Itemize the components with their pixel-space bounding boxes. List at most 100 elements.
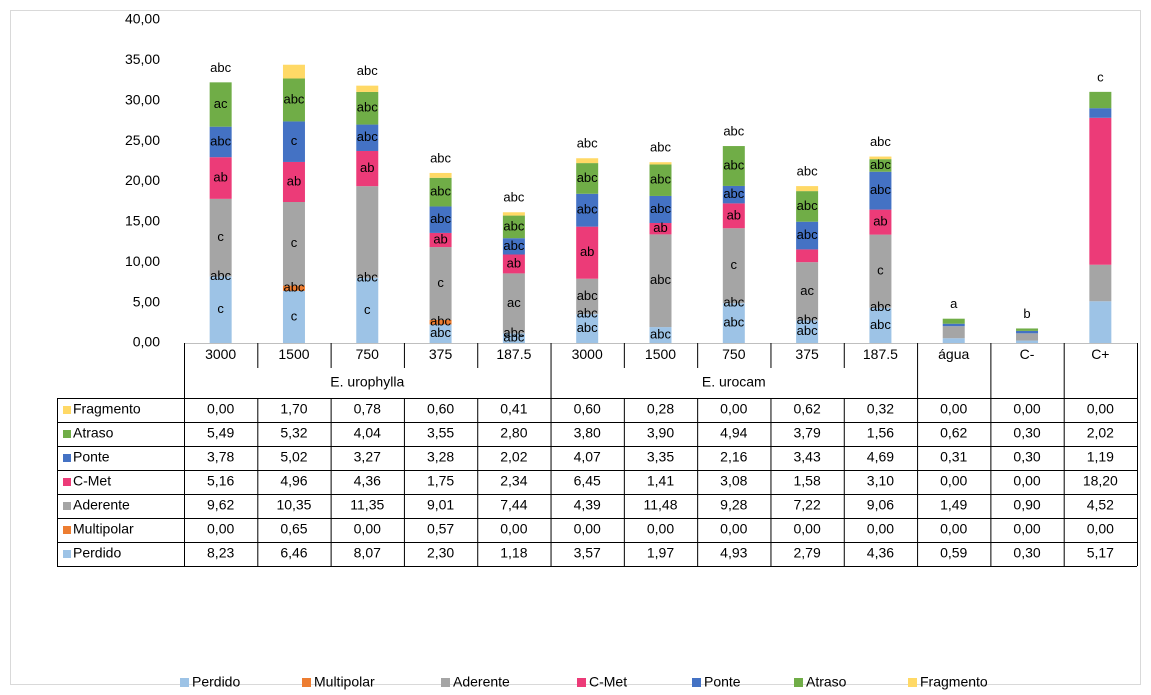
letter-label: ab (653, 220, 667, 235)
bar-segment (282, 121, 305, 162)
table-legend-key (63, 406, 71, 414)
bar-segment (722, 228, 745, 304)
table-value: 0,60 (574, 401, 601, 417)
table-value: 0,00 (1087, 401, 1114, 417)
table-legend-label: Atraso (73, 425, 114, 441)
bar-segment (576, 163, 599, 194)
table-value: 0,00 (940, 521, 967, 537)
table-value: 8,07 (354, 545, 381, 561)
letter-label: abc (797, 312, 818, 327)
table-value: 4,93 (720, 545, 747, 561)
table-value: 2,80 (500, 425, 527, 441)
letter-label: ab (727, 207, 741, 222)
bar-segment (869, 209, 892, 235)
letter-label: abc (357, 100, 378, 115)
y-tick-label: 0,00 (133, 334, 160, 350)
category-label: 1500 (645, 346, 676, 362)
table-legend-key (63, 526, 71, 534)
category-label: 375 (795, 346, 819, 362)
table-value: 4,52 (1087, 497, 1114, 513)
letter-label: c (364, 302, 371, 317)
bar-segment (282, 285, 305, 291)
table-value: 0,31 (940, 449, 967, 465)
table-value: 0,62 (940, 425, 967, 441)
table-legend-label: Fragmento (73, 401, 141, 417)
table-value: 1,19 (1087, 449, 1114, 465)
table-value: 1,58 (793, 473, 820, 489)
table-value: 3,10 (867, 473, 894, 489)
letter-label: abc (650, 272, 671, 287)
bar-segment (796, 221, 819, 250)
table-value: 2,02 (500, 449, 527, 465)
table-value: 0,59 (940, 545, 967, 561)
y-tick-label: 25,00 (125, 132, 160, 148)
letter-label: abc (577, 202, 598, 217)
letter-label: c (877, 263, 884, 278)
bar-segment (869, 171, 892, 210)
letter-label: abc (283, 91, 304, 106)
letter-label: ab (433, 231, 447, 246)
table-value: 9,62 (207, 497, 234, 513)
legend-key (302, 678, 311, 687)
bar-segment (869, 307, 892, 343)
table-value: 3,79 (793, 425, 820, 441)
letter-label: abc (503, 238, 524, 253)
table-legend-label: Aderente (73, 497, 130, 513)
letter-label: abc (723, 186, 744, 201)
table-legend-key (63, 550, 71, 558)
table-value: 2,02 (1087, 425, 1114, 441)
y-tick-label: 40,00 (125, 11, 160, 27)
bar-segment (356, 91, 379, 125)
bar-segment (429, 177, 452, 207)
bar-segment (649, 223, 672, 235)
table-value: 0,30 (1013, 425, 1040, 441)
category-label: 187.5 (496, 346, 531, 362)
table-value: 0,00 (720, 521, 747, 537)
bar-segment (282, 64, 305, 79)
table-value: 2,16 (720, 449, 747, 465)
bar-segment (209, 82, 232, 127)
bar-segment (576, 314, 599, 343)
table-value: 4,07 (574, 449, 601, 465)
legend-label: Perdido (192, 674, 240, 690)
category-label: 3000 (572, 346, 603, 362)
table-value: 0,65 (280, 521, 307, 537)
table-value: 0,60 (427, 401, 454, 417)
table-value: 0,57 (427, 521, 454, 537)
legend-key (908, 678, 917, 687)
bar-segment (1089, 117, 1112, 265)
legend-label: Ponte (704, 674, 741, 690)
letter-label: b (1023, 306, 1030, 321)
letter-label: abc (577, 136, 598, 151)
bar-segment (649, 162, 672, 165)
letter-label: abc (577, 288, 598, 303)
table-value: 0,28 (647, 401, 674, 417)
letter-label: abc (577, 320, 598, 335)
letter-label: abc (430, 184, 451, 199)
letter-label: ab (873, 214, 887, 229)
letter-label: c (217, 301, 224, 316)
letter-label: abc (723, 157, 744, 172)
table-legend-key (63, 430, 71, 438)
bar-segment (1089, 301, 1112, 343)
letter-label: abc (650, 201, 671, 216)
bar-segment (209, 276, 232, 343)
table-value: 3,28 (427, 449, 454, 465)
letter-label: abc (723, 295, 744, 310)
letter-label: abc (430, 325, 451, 340)
bar-segment (722, 146, 745, 186)
letter-label: c (291, 133, 298, 148)
letter-label: abc (870, 317, 891, 332)
bar-segment (356, 277, 379, 343)
y-tick-label: 5,00 (133, 293, 160, 309)
table-value: 6,45 (574, 473, 601, 489)
legend-label: C-Met (589, 674, 627, 690)
table-value: 3,78 (207, 449, 234, 465)
bar-segment (942, 326, 965, 339)
bar-segment (356, 85, 379, 92)
letter-label: c (1097, 69, 1104, 84)
y-tick-label: 10,00 (125, 253, 160, 269)
bar-segment (942, 318, 965, 324)
letter-label: abc (357, 269, 378, 284)
bar-segment (649, 234, 672, 328)
